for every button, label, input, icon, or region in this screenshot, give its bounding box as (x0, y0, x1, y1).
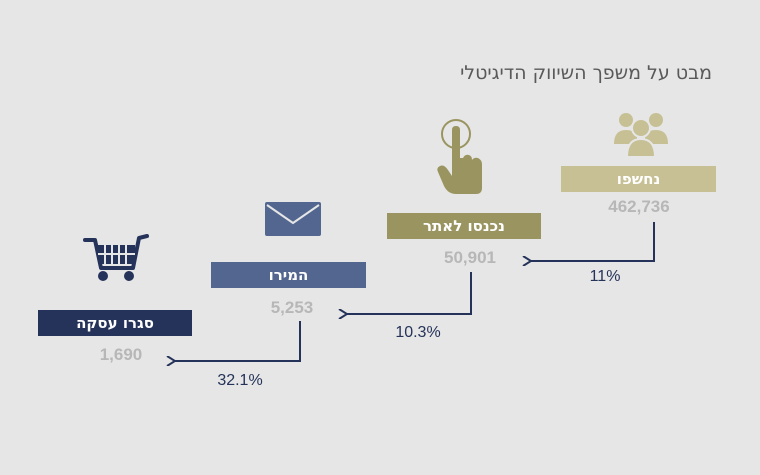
conversion-rate-1: 11% (589, 268, 621, 285)
cart-icon (83, 232, 151, 287)
envelope-icon (265, 202, 321, 243)
people-icon (613, 110, 669, 163)
conversion-rate-3: 32.1% (217, 372, 263, 389)
stage-label-entered-site: נכנסו לאתר (387, 213, 541, 239)
stage-count-exposed: 462,736 (608, 197, 670, 216)
connector-arrow-2 (346, 272, 472, 314)
stage-count-entered-site: 50,901 (444, 248, 496, 267)
stage-label-converted: המירו (211, 262, 366, 288)
stage-count-closed-deal: 1,690 (99, 345, 143, 364)
stage-count-converted: 5,253 (270, 298, 314, 317)
touch-icon (432, 118, 488, 203)
connector-arrow-3 (174, 321, 301, 361)
stage-label-exposed: נחשפו (561, 166, 716, 192)
stage-label-closed-deal: סגרו עסקה (38, 310, 192, 336)
page-title: מבט על משפך השיווק הדיגיטלי (460, 62, 712, 84)
conversion-rate-2: 10.3% (395, 324, 441, 341)
connector-arrow-1 (530, 222, 655, 261)
